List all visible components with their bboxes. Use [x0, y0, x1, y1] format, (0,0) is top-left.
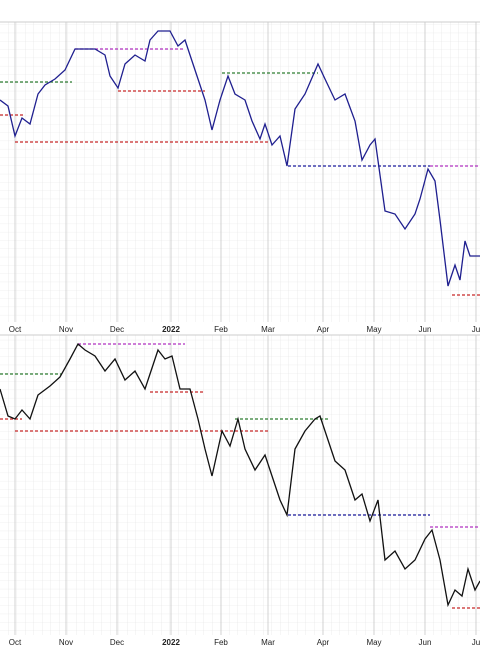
plot-grid	[0, 22, 480, 322]
price-line	[0, 30, 480, 287]
x-tick-label: Ju	[472, 325, 480, 334]
x-tick-label: Ju	[472, 638, 480, 647]
x-tick-label: Dec	[110, 325, 124, 334]
x-tick-label: Mar	[261, 638, 275, 647]
x-tick-label: Apr	[317, 638, 330, 647]
x-tick-label: 2022	[162, 638, 180, 647]
x-tick-label: Dec	[110, 638, 124, 647]
x-tick-label: Jun	[419, 638, 432, 647]
plot-grid	[0, 335, 480, 635]
x-tick-label: Feb	[214, 638, 228, 647]
x-tick-label: Oct	[9, 325, 22, 334]
x-tick-label: 2022	[162, 325, 180, 334]
price-line	[0, 342, 480, 608]
x-tick-label: Jun	[419, 325, 432, 334]
x-tick-label: Oct	[9, 638, 22, 647]
x-tick-label: May	[366, 638, 381, 647]
x-tick-label: Nov	[59, 638, 73, 647]
x-tick-label: Apr	[317, 325, 330, 334]
x-tick-label: Mar	[261, 325, 275, 334]
x-tick-label: May	[366, 325, 381, 334]
x-tick-label: Feb	[214, 325, 228, 334]
x-tick-label: Nov	[59, 325, 73, 334]
